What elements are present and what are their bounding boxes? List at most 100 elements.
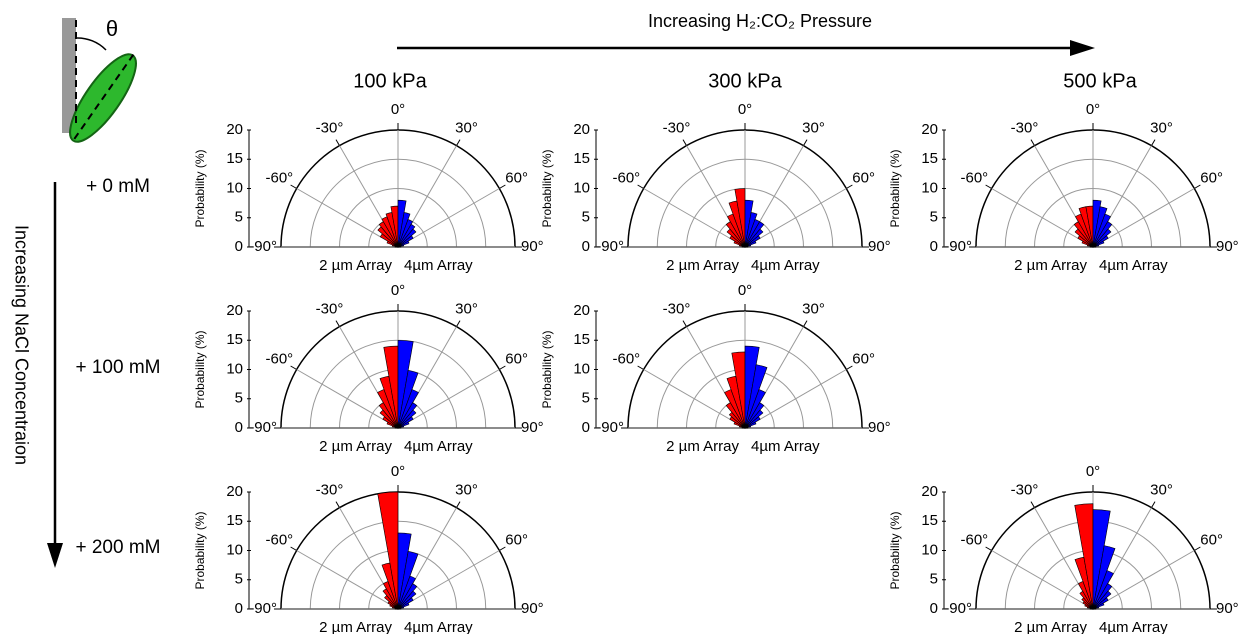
angle-tick-label: 0° [391, 282, 405, 299]
angle-tick-label: -60° [613, 169, 641, 186]
histogram-wedge [397, 402, 418, 429]
angle-tick-label: 60° [505, 169, 528, 186]
angle-tick-label: -30° [663, 300, 691, 317]
arrow-head [1070, 40, 1095, 56]
angle-tick [846, 184, 853, 189]
row-label: + 100 mM [75, 357, 160, 378]
angle-tick [1151, 501, 1156, 508]
legend-label: 4µm Array [404, 619, 473, 634]
angle-tick [335, 501, 340, 508]
angle-tick-label: 90° [868, 238, 891, 255]
r-tick-label: 20 [226, 483, 243, 500]
legend-label: 4µm Array [1099, 257, 1168, 274]
angle-tick-label: 30° [1150, 481, 1173, 498]
r-tick-label: 15 [573, 150, 590, 167]
r-tick-label: 20 [921, 121, 938, 138]
grid-spoke [643, 369, 746, 429]
y-axis-label: Probability (%) [193, 511, 207, 589]
histogram-wedge [397, 223, 416, 248]
histogram-wedge [397, 416, 414, 429]
histogram-wedge [397, 421, 410, 429]
legend-label: 2 µm Array [1014, 619, 1087, 634]
r-tick-label: 10 [921, 541, 938, 558]
grid-spoke [397, 188, 500, 248]
angle-tick [846, 365, 853, 370]
angle-tick-label: 90° [868, 419, 891, 436]
angle-tick [290, 184, 297, 189]
histogram-wedge [1092, 590, 1112, 610]
legend-label: 4µm Array [751, 257, 820, 274]
angle-tick-label: -60° [266, 350, 294, 367]
r-tick-label: 0 [582, 238, 590, 255]
histogram-wedge [397, 240, 410, 248]
r-tick-label: 15 [921, 150, 938, 167]
grid-spoke [744, 369, 847, 429]
angle-tick [1151, 139, 1156, 146]
angle-tick-label: 0° [738, 101, 752, 118]
angle-tick [290, 546, 297, 551]
angle-tick [335, 139, 340, 146]
histogram-wedge [744, 240, 757, 248]
side-title: Increasing NaCl Concentraion [11, 225, 31, 465]
r-tick-label: 15 [573, 331, 590, 348]
angle-tick-label: 30° [1150, 119, 1173, 136]
histogram-wedge [1092, 213, 1111, 248]
angle-tick-label: -60° [266, 169, 294, 186]
grid-spoke [991, 188, 1094, 248]
histogram-wedge [744, 389, 766, 429]
y-axis-label: Probability (%) [888, 511, 902, 589]
angle-tick [456, 139, 461, 146]
histogram-wedge [744, 416, 761, 429]
angle-tick [456, 320, 461, 327]
angle-tick-label: -30° [663, 119, 691, 136]
angle-tick-label: -90° [944, 238, 972, 255]
legend-label: 4µm Array [404, 438, 473, 455]
r-tick-label: 5 [582, 390, 590, 407]
legend-label: 2 µm Array [666, 438, 739, 455]
histogram-wedge [397, 389, 419, 429]
grid-spoke [296, 550, 399, 610]
angle-tick [1030, 139, 1035, 146]
angle-tick-label: -60° [961, 169, 989, 186]
angle-tick [803, 320, 808, 327]
r-tick-label: 0 [930, 238, 938, 255]
histogram-wedge [744, 246, 749, 248]
angle-tick-label: 60° [505, 531, 528, 548]
angle-tick [499, 184, 506, 189]
angle-tick-label: -30° [316, 481, 344, 498]
angle-tick-label: 90° [521, 419, 544, 436]
grid-spoke [1092, 188, 1195, 248]
histogram-wedge [744, 409, 764, 429]
grid-spoke [643, 188, 746, 248]
r-tick-label: 20 [573, 302, 590, 319]
angle-tick [682, 139, 687, 146]
angle-tick [682, 320, 687, 327]
histogram-wedge [1092, 246, 1097, 248]
angle-tick-label: 30° [455, 300, 478, 317]
row-label: + 0 mM [86, 176, 150, 197]
row-label: + 200 mM [75, 537, 160, 558]
angle-tick [456, 501, 461, 508]
angle-tick-label: -30° [316, 300, 344, 317]
r-tick-label: 10 [921, 179, 938, 196]
legend-label: 2 µm Array [1014, 257, 1087, 274]
legend-label: 2 µm Array [319, 619, 392, 634]
r-tick-label: 0 [235, 419, 243, 436]
angle-tick-label: -60° [961, 531, 989, 548]
r-tick-label: 20 [226, 121, 243, 138]
r-tick-label: 5 [930, 571, 938, 588]
histogram-wedge [397, 246, 402, 248]
angle-tick [499, 546, 506, 551]
grid-spoke [991, 550, 1094, 610]
angle-tick-label: 60° [1200, 531, 1223, 548]
histogram-wedge [397, 597, 414, 610]
histogram-wedge [397, 608, 402, 610]
legend-label: 4µm Array [751, 438, 820, 455]
histogram-wedge [744, 235, 761, 248]
r-tick-label: 10 [573, 179, 590, 196]
legend-label: 4µm Array [404, 257, 473, 274]
histogram-wedge [744, 228, 764, 248]
histogram-wedge [744, 427, 749, 429]
histogram-wedge [1092, 602, 1105, 610]
